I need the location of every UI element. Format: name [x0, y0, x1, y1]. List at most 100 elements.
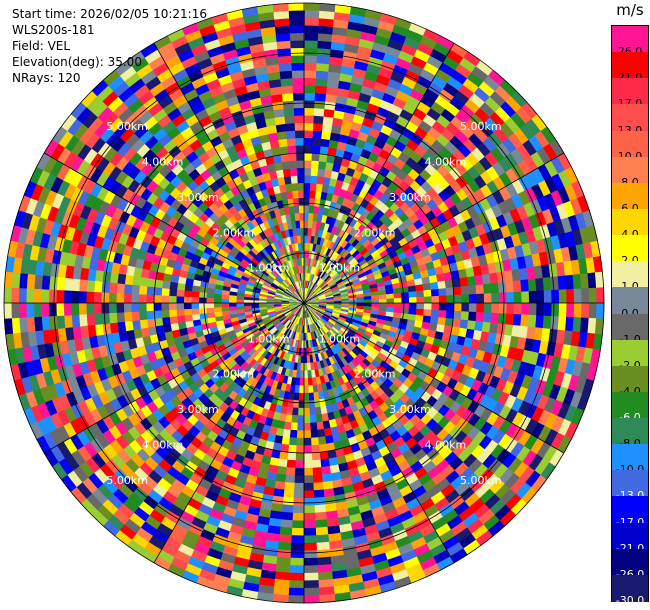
gate-cell	[90, 346, 102, 360]
gate-cell	[266, 235, 274, 245]
gate-cell	[336, 508, 350, 519]
gate-cell	[254, 65, 269, 76]
gate-cell	[494, 85, 512, 102]
gate-cell	[160, 440, 174, 454]
gate-cell	[238, 198, 248, 209]
gate-cell	[67, 118, 83, 136]
gate-cell	[79, 204, 92, 220]
gate-cell	[326, 299, 335, 302]
gate-cell	[251, 104, 264, 115]
gate-cell	[297, 407, 304, 416]
gate-cell	[502, 259, 512, 272]
gate-cell	[299, 212, 305, 221]
gate-cell	[332, 345, 340, 354]
gate-cell	[376, 106, 390, 119]
gate-cell	[442, 535, 460, 551]
gate-cell	[214, 494, 229, 507]
gate-cell	[215, 67, 231, 79]
gate-cell	[462, 78, 480, 94]
gate-cell	[449, 475, 465, 491]
gate-cell	[343, 43, 360, 54]
gate-cell	[454, 527, 472, 543]
gate-cell	[207, 316, 216, 324]
gate-cell	[348, 160, 359, 171]
gate-cell	[283, 336, 289, 345]
gate-cell	[206, 78, 222, 91]
gate-cell	[496, 238, 508, 252]
gate-cell	[242, 205, 252, 215]
gate-cell	[293, 100, 305, 109]
gate-cell	[253, 267, 262, 275]
gate-cell	[303, 415, 311, 424]
gate-cell	[271, 593, 289, 603]
gate-cell	[295, 281, 300, 289]
gate-cell	[471, 358, 483, 371]
gate-cell	[241, 381, 251, 392]
gate-cell	[462, 512, 479, 529]
colorbar-tick-label: -30.0	[615, 594, 645, 607]
gate-cell	[299, 385, 304, 394]
gate-cell	[266, 471, 277, 482]
gate-cell	[344, 452, 356, 463]
gate-cell	[230, 316, 239, 323]
gate-cell	[58, 393, 71, 410]
gate-cell	[225, 326, 234, 333]
gate-cell	[248, 552, 265, 563]
gate-cell	[164, 536, 182, 551]
gate-cell	[304, 25, 320, 34]
gate-cell	[362, 333, 372, 341]
gate-cell	[94, 323, 104, 336]
gate-cell	[430, 101, 446, 116]
gate-cell	[236, 45, 252, 57]
gate-cell	[511, 179, 526, 195]
gate-cell	[274, 321, 282, 329]
gate-cell	[369, 390, 380, 401]
gate-cell	[171, 478, 186, 492]
gate-cell	[527, 314, 537, 328]
gate-cell	[560, 372, 573, 390]
gate-cell	[322, 389, 330, 399]
gate-cell	[303, 565, 319, 574]
gate-cell	[247, 35, 264, 47]
gate-cell	[64, 314, 73, 329]
gate-cell	[293, 482, 304, 491]
gate-cell	[228, 205, 239, 216]
gate-cell	[236, 302, 245, 307]
gate-cell	[325, 295, 334, 299]
gate-cell	[128, 512, 146, 528]
gate-cell	[59, 339, 70, 355]
gate-cell	[341, 250, 350, 259]
gate-cell	[570, 259, 581, 276]
gate-cell	[443, 349, 455, 360]
gate-cell	[58, 130, 74, 148]
gate-cell	[343, 276, 352, 283]
gate-cell	[471, 214, 483, 228]
gate-cell	[313, 346, 318, 355]
gate-cell	[242, 244, 252, 253]
gate-cell	[309, 307, 317, 313]
gate-cell	[371, 303, 380, 308]
gate-cell	[304, 303, 306, 311]
gate-cell	[512, 314, 522, 327]
gate-cell	[356, 391, 366, 401]
gate-cell	[385, 364, 396, 375]
gate-cell	[115, 59, 133, 76]
gate-cell	[318, 25, 334, 35]
gate-cell	[158, 339, 169, 350]
gate-cell	[108, 312, 118, 324]
gate-cell	[236, 239, 246, 248]
gate-cell	[93, 121, 110, 138]
gate-cell	[287, 145, 297, 154]
gate-cell	[259, 327, 268, 334]
gate-cell	[256, 515, 270, 526]
gate-cell	[165, 435, 179, 449]
gate-cell	[32, 230, 44, 247]
gate-cell	[520, 374, 533, 390]
gate-cell	[282, 280, 289, 288]
gate-cell	[474, 274, 484, 286]
gate-cell	[365, 242, 375, 252]
gate-cell	[438, 288, 447, 297]
gate-cell	[292, 190, 299, 199]
gate-cell	[368, 320, 377, 327]
gate-cell	[431, 75, 448, 90]
